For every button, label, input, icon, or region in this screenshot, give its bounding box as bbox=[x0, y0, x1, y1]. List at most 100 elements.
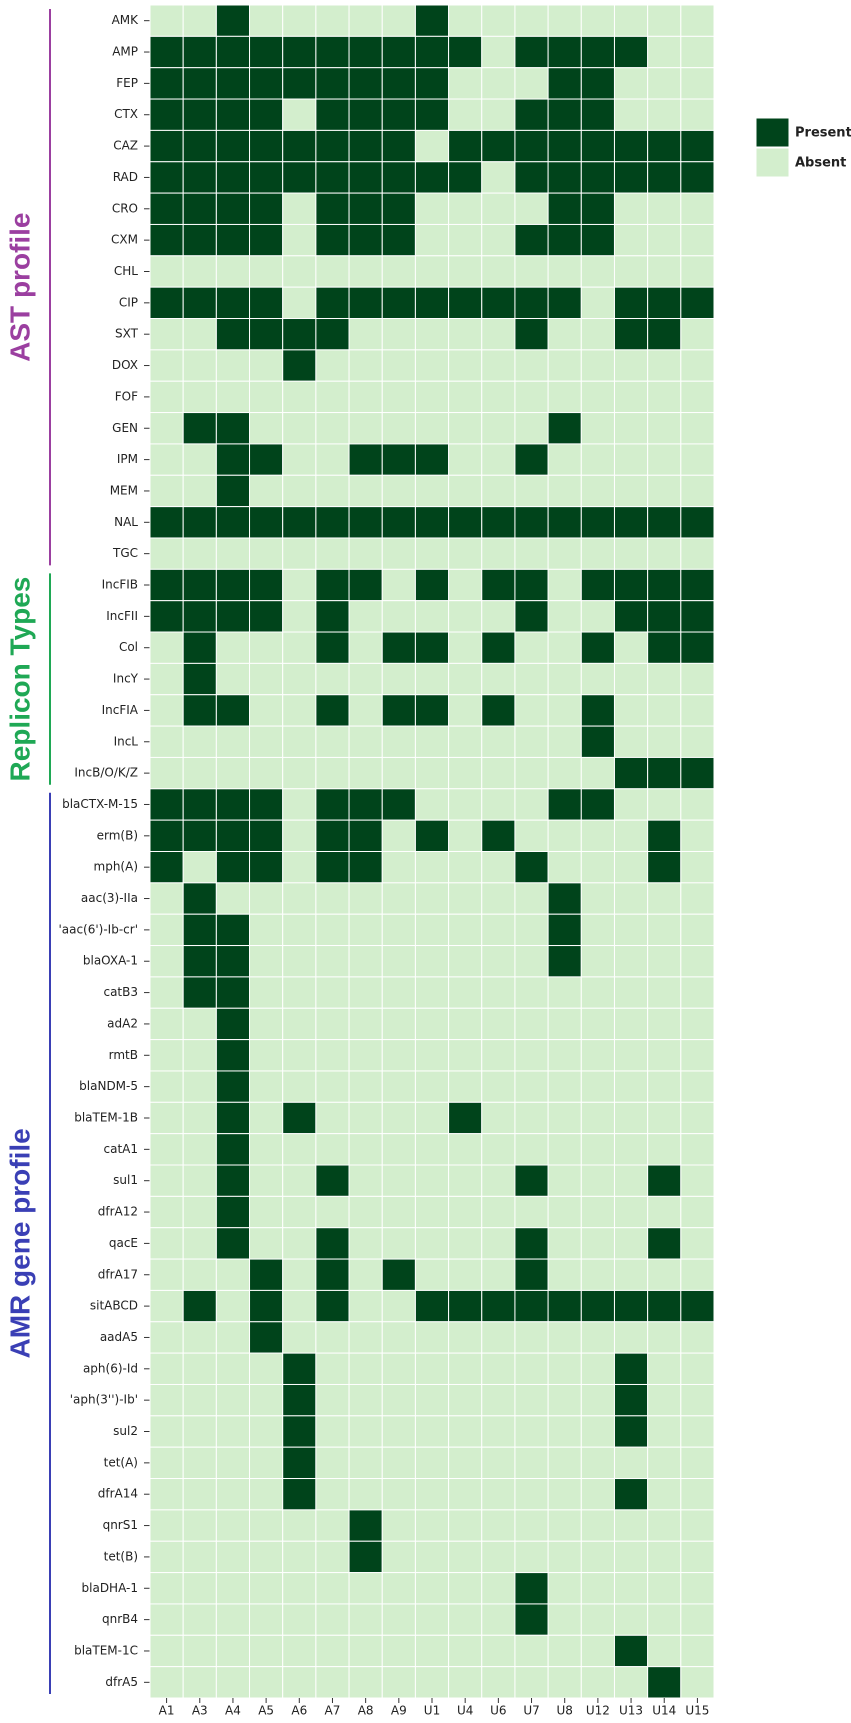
cell bbox=[182, 725, 217, 758]
cell bbox=[315, 1101, 350, 1135]
cell bbox=[680, 474, 715, 508]
row-label: blaCTX-M-15 bbox=[62, 797, 138, 811]
cell bbox=[282, 1039, 317, 1072]
legend-swatch bbox=[755, 147, 790, 178]
cell bbox=[580, 1540, 615, 1574]
cell bbox=[182, 380, 217, 414]
cell bbox=[249, 662, 284, 696]
x-tick-label: A1 bbox=[159, 1704, 175, 1718]
cell bbox=[215, 1352, 251, 1385]
cell bbox=[547, 318, 582, 351]
cell bbox=[680, 631, 715, 664]
cell bbox=[448, 976, 483, 1009]
cell bbox=[580, 286, 615, 320]
row-label: blaTEM-1B bbox=[74, 1110, 138, 1124]
cell bbox=[580, 725, 615, 758]
cell bbox=[381, 1133, 416, 1166]
cell bbox=[182, 1133, 217, 1166]
cell bbox=[348, 1603, 383, 1636]
cell bbox=[414, 1540, 450, 1574]
cell bbox=[514, 1634, 549, 1668]
cell bbox=[348, 725, 383, 758]
cell bbox=[647, 474, 682, 508]
cell bbox=[215, 474, 251, 508]
cell bbox=[315, 1415, 350, 1448]
cell bbox=[448, 662, 483, 696]
cell bbox=[182, 223, 217, 257]
cell bbox=[282, 851, 317, 884]
cell bbox=[647, 694, 682, 727]
cell bbox=[613, 537, 649, 570]
cell bbox=[215, 1446, 251, 1480]
cell bbox=[580, 349, 615, 382]
cell bbox=[215, 1258, 251, 1291]
cell bbox=[215, 537, 251, 570]
cell bbox=[414, 600, 450, 633]
cell bbox=[315, 1007, 350, 1041]
row-label: erm(B) bbox=[97, 828, 138, 842]
cell bbox=[182, 1383, 217, 1417]
cell bbox=[249, 913, 284, 947]
cell bbox=[613, 98, 649, 131]
cell bbox=[282, 600, 317, 633]
cell bbox=[414, 662, 450, 696]
row-label: MEM bbox=[110, 483, 138, 497]
cell bbox=[448, 1133, 483, 1166]
cell bbox=[481, 694, 516, 727]
cell bbox=[514, 506, 549, 539]
cell bbox=[647, 756, 682, 790]
cell bbox=[680, 506, 715, 539]
cell bbox=[680, 1572, 715, 1605]
cell bbox=[414, 1007, 450, 1041]
cell bbox=[381, 819, 416, 852]
cell bbox=[282, 380, 317, 414]
cell bbox=[381, 1258, 416, 1291]
cell bbox=[580, 882, 615, 915]
cell bbox=[680, 694, 715, 727]
cell bbox=[547, 474, 582, 508]
cell bbox=[547, 4, 582, 37]
cell bbox=[348, 1383, 383, 1417]
cell bbox=[647, 67, 682, 100]
cell bbox=[448, 67, 483, 100]
cell bbox=[414, 1603, 450, 1636]
cell bbox=[182, 1603, 217, 1636]
cell bbox=[580, 67, 615, 100]
cell bbox=[547, 976, 582, 1009]
cell bbox=[547, 631, 582, 664]
cell bbox=[315, 1133, 350, 1166]
cell bbox=[249, 1133, 284, 1166]
cell bbox=[448, 600, 483, 633]
row-label: dfrA14 bbox=[98, 1487, 138, 1501]
cell bbox=[381, 1352, 416, 1385]
cell bbox=[547, 1321, 582, 1354]
row-label: sul2 bbox=[113, 1424, 138, 1438]
cell bbox=[481, 1415, 516, 1448]
cell bbox=[282, 1195, 317, 1229]
cell bbox=[514, 1478, 549, 1511]
cell bbox=[182, 1070, 217, 1103]
cell bbox=[514, 1352, 549, 1385]
cell bbox=[680, 1258, 715, 1291]
cell bbox=[514, 662, 549, 696]
cell bbox=[680, 1634, 715, 1668]
cell bbox=[249, 349, 284, 382]
cell bbox=[647, 1321, 682, 1354]
cell bbox=[348, 568, 383, 602]
legend-swatch bbox=[755, 117, 790, 148]
cell bbox=[580, 255, 615, 288]
cell bbox=[613, 255, 649, 288]
cell bbox=[514, 223, 549, 257]
cell bbox=[680, 976, 715, 1009]
cell bbox=[249, 1603, 284, 1636]
cell bbox=[182, 537, 217, 570]
cell bbox=[249, 1007, 284, 1041]
cell bbox=[647, 35, 682, 69]
cell bbox=[448, 631, 483, 664]
cell bbox=[315, 851, 350, 884]
x-tick-label: U8 bbox=[556, 1704, 572, 1718]
row-label: FEP bbox=[116, 76, 138, 90]
cell bbox=[580, 1478, 615, 1511]
row-label: IncY bbox=[113, 672, 139, 686]
cell bbox=[514, 380, 549, 414]
